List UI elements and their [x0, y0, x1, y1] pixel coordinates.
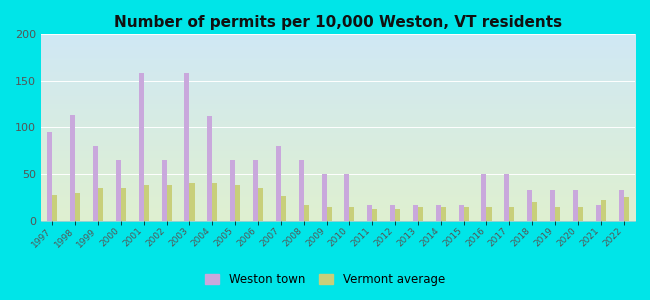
- Bar: [390, 205, 395, 221]
- Bar: [418, 207, 423, 221]
- Bar: [367, 205, 372, 221]
- Bar: [253, 160, 258, 221]
- Bar: [413, 205, 418, 221]
- Bar: [322, 174, 326, 221]
- Bar: [463, 207, 469, 221]
- Bar: [93, 146, 98, 221]
- Bar: [504, 174, 510, 221]
- Bar: [190, 183, 194, 221]
- Bar: [595, 205, 601, 221]
- Bar: [436, 205, 441, 221]
- Bar: [230, 160, 235, 221]
- Bar: [258, 188, 263, 221]
- Bar: [486, 207, 491, 221]
- Bar: [98, 188, 103, 221]
- Bar: [555, 207, 560, 221]
- Title: Number of permits per 10,000 Weston, VT residents: Number of permits per 10,000 Weston, VT …: [114, 15, 562, 30]
- Bar: [53, 195, 57, 221]
- Bar: [138, 73, 144, 221]
- Bar: [326, 207, 332, 221]
- Bar: [162, 160, 166, 221]
- Bar: [459, 205, 463, 221]
- Bar: [144, 185, 149, 221]
- Bar: [601, 200, 606, 221]
- Bar: [121, 188, 126, 221]
- Bar: [75, 193, 81, 221]
- Bar: [527, 190, 532, 221]
- Bar: [235, 185, 240, 221]
- Bar: [619, 190, 623, 221]
- Bar: [47, 132, 53, 221]
- Bar: [578, 207, 583, 221]
- Bar: [532, 202, 537, 221]
- Bar: [116, 160, 121, 221]
- Bar: [185, 73, 190, 221]
- Bar: [510, 207, 514, 221]
- Bar: [281, 196, 286, 221]
- Bar: [207, 116, 213, 221]
- Bar: [550, 190, 555, 221]
- Bar: [166, 185, 172, 221]
- Bar: [299, 160, 304, 221]
- Bar: [344, 174, 350, 221]
- Bar: [372, 209, 377, 221]
- Bar: [304, 205, 309, 221]
- Bar: [213, 183, 217, 221]
- Bar: [395, 209, 400, 221]
- Bar: [276, 146, 281, 221]
- Bar: [70, 115, 75, 221]
- Legend: Weston town, Vermont average: Weston town, Vermont average: [200, 269, 450, 291]
- Bar: [350, 207, 354, 221]
- Bar: [482, 174, 486, 221]
- Bar: [573, 190, 578, 221]
- Bar: [623, 197, 629, 221]
- Bar: [441, 207, 446, 221]
